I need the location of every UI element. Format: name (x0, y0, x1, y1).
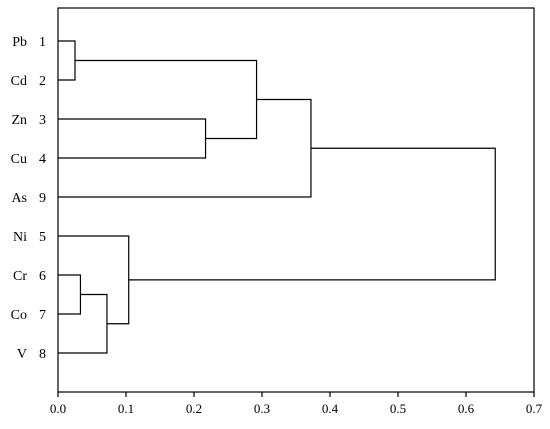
merge-branch (58, 235, 130, 325)
leaf-element-label: V (17, 347, 27, 362)
leaf-element-label: Co (11, 308, 27, 323)
merge-branch (75, 59, 258, 140)
plot-frame (57, 7, 535, 393)
merge-branch (58, 274, 82, 315)
leaf-index-label: 6 (39, 269, 46, 284)
leaf-element-label: Pb (12, 35, 27, 50)
x-tick-label: 0.7 (526, 401, 543, 416)
x-tick-label: 0.4 (322, 401, 339, 416)
leaf-element-label: Zn (11, 113, 27, 128)
leaf-index-label: 5 (39, 230, 46, 245)
leaf-index-label: 1 (39, 35, 46, 50)
leaf-element-label: As (11, 191, 27, 206)
x-axis: 0.0 0.1 0.2 0.3 0.4 0.5 0.6 0.7 (50, 392, 543, 416)
leaf-index-label: 2 (39, 74, 46, 89)
merge-branch (58, 40, 76, 81)
x-tick-label: 0.0 (50, 401, 66, 416)
merge-branch (58, 98, 312, 198)
merge-branch (58, 118, 207, 159)
x-tick-label: 0.2 (186, 401, 202, 416)
leaf-element-label: Cu (11, 152, 27, 167)
x-tick-label: 0.6 (458, 401, 475, 416)
leaf-element-label: Cd (11, 74, 27, 89)
leaf-element-label: Ni (13, 230, 27, 245)
leaf-index-label: 4 (39, 152, 46, 167)
leaf-index-label: 9 (39, 191, 46, 206)
merge-branch (58, 293, 108, 354)
dendrogram-branches (58, 40, 496, 354)
leaf-index-label: 8 (39, 347, 46, 362)
x-tick-label: 0.1 (118, 401, 134, 416)
leaf-labels: Pb 1 Cd 2 Zn 3 Cu 4 As 9 Ni 5 Cr 6 Co 7 V 8 (11, 35, 46, 362)
x-tick-label: 0.5 (390, 401, 406, 416)
x-tick-label: 0.3 (254, 401, 270, 416)
leaf-element-label: Cr (13, 269, 27, 284)
leaf-index-label: 7 (39, 308, 46, 323)
leaf-index-label: 3 (39, 113, 46, 128)
merge-branch (128, 147, 496, 281)
